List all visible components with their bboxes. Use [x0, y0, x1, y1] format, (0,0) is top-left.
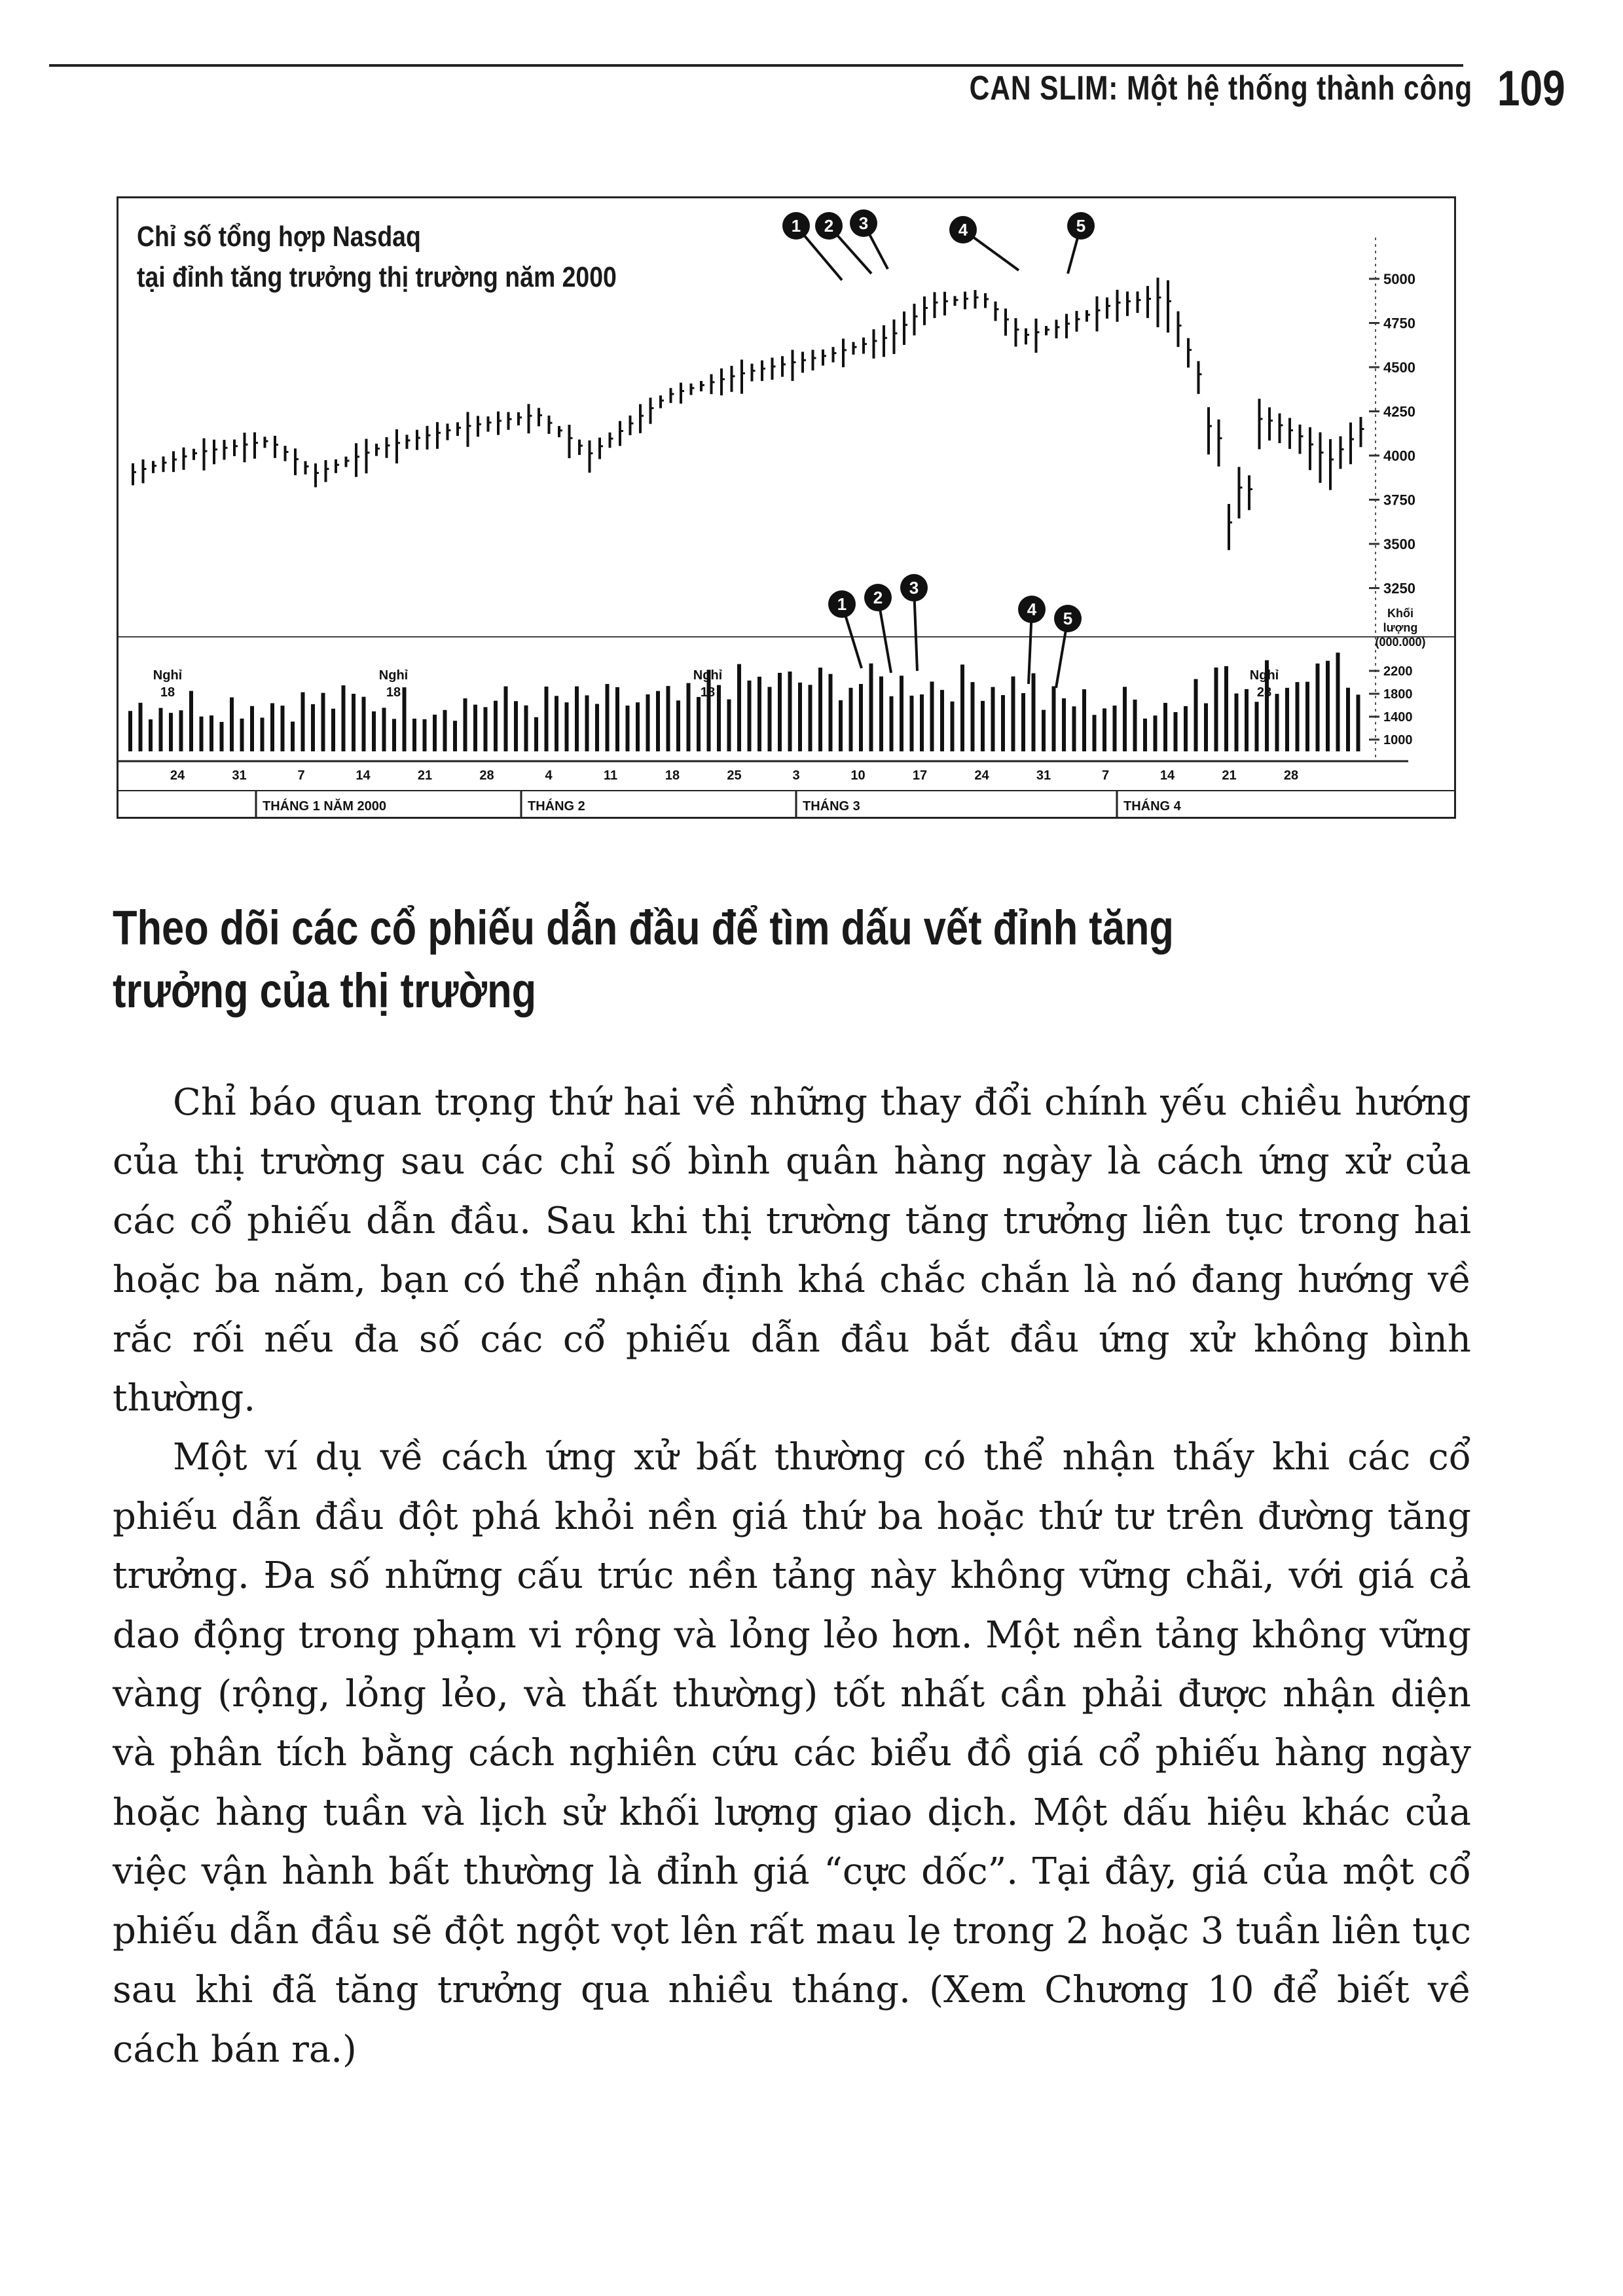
top-marker-label: 2 — [824, 216, 833, 236]
holiday-label: Nghỉ — [1250, 668, 1279, 683]
top-marker-label: 3 — [859, 213, 868, 233]
price-axis-label: 5000 — [1383, 271, 1415, 287]
page-number: 109 — [1497, 61, 1565, 117]
bottom-marker-label: 2 — [873, 588, 883, 607]
figure-title-line-2: tại đỉnh tăng trưởng thị trường năm 2000 — [137, 261, 617, 293]
volume-axis-title: (000.000) — [1375, 636, 1425, 649]
day-axis-label: 14 — [356, 768, 371, 783]
day-axis-label: 21 — [418, 768, 432, 783]
top-marker-circle — [782, 212, 810, 240]
day-axis-label: 24 — [974, 768, 989, 783]
volume-axis-title: Khối — [1387, 607, 1413, 620]
top-marker-circle — [949, 216, 977, 243]
month-axis-label: THÁNG 3 — [803, 798, 860, 814]
day-axis-label: 7 — [1102, 768, 1109, 783]
bottom-marker-label: 1 — [837, 594, 847, 614]
header-rule — [49, 64, 1463, 67]
bottom-marker-arrow — [913, 587, 919, 672]
top-marker-label: 1 — [792, 216, 801, 236]
bottom-marker-circle — [1054, 605, 1082, 632]
day-axis-label: 28 — [1284, 768, 1298, 783]
holiday-label: Nghỉ — [693, 668, 723, 683]
day-axis-label: 21 — [1222, 768, 1236, 783]
day-axis-label: 10 — [850, 768, 865, 783]
bottom-marker-label: 3 — [909, 578, 919, 598]
nasdaq-figure: 5000 4750 4500 4250 4000 3750 3500 3250 Khối lượn… — [117, 196, 1456, 819]
top-marker-circle — [815, 212, 843, 240]
day-axis-label: 25 — [727, 768, 741, 783]
month-axis-label: THÁNG 4 — [1123, 798, 1182, 814]
bottom-marker-circle — [864, 584, 892, 611]
figure-title: Chỉ số tổng hợp Nasdaq tại đỉnh tăng trư… — [137, 217, 617, 298]
volume-axis-label: 2200 — [1383, 664, 1413, 679]
holiday-label: Nghỉ — [153, 668, 183, 683]
volume-axis-label: 1800 — [1383, 687, 1413, 702]
figure-title-line-1: Chỉ số tổng hợp Nasdaq — [137, 221, 421, 253]
price-axis-label: 4750 — [1383, 315, 1415, 332]
body-text: Chỉ báo quan trọng thứ hai về những thay… — [113, 1073, 1471, 2079]
running-header: CAN SLIM: Một hệ thống thành công — [969, 69, 1472, 107]
holiday-label: 18 — [386, 685, 401, 700]
day-axis-label: 28 — [479, 768, 494, 783]
day-axis-label: 18 — [665, 768, 680, 783]
bottom-marker-label: 5 — [1063, 609, 1072, 628]
nasdaq-chart: 5000 4750 4500 4250 4000 3750 3500 3250 Khốilượn… — [119, 209, 1454, 817]
top-marker-circle — [1067, 212, 1095, 240]
month-axis-label: THÁNG 1 NĂM 2000 — [263, 798, 386, 814]
holiday-label: 18 — [701, 685, 715, 700]
day-axis-label: 31 — [1036, 768, 1051, 783]
price-axis-label: 4000 — [1383, 448, 1415, 464]
holiday-label: 28 — [1257, 685, 1271, 700]
holiday-label: Nghỉ — [379, 668, 409, 683]
paragraph-1: Chỉ báo quan trọng thứ hai về những thay… — [113, 1081, 1471, 1420]
month-axis-label: THÁNG 2 — [528, 798, 585, 814]
bottom-marker-circle — [900, 574, 928, 601]
price-axis-label: 3750 — [1383, 492, 1415, 509]
price-axis-label: 3500 — [1383, 536, 1415, 552]
top-marker-circle — [850, 209, 877, 237]
day-axis-label: 24 — [170, 768, 185, 783]
volume-axis-title: lượng — [1383, 621, 1418, 634]
day-axis-label: 31 — [232, 768, 246, 783]
section-heading: Theo dõi các cổ phiếu dẫn đầu để tìm dấu… — [113, 901, 1174, 1018]
day-axis-label: 17 — [913, 768, 927, 783]
day-axis-label: 7 — [297, 768, 304, 783]
paragraph-2: Một ví dụ về cách ứng xử bất thường có t… — [113, 1436, 1471, 2071]
bottom-marker-circle — [828, 590, 856, 618]
day-axis-label: 11 — [604, 768, 617, 783]
volume-axis-label: 1400 — [1383, 710, 1413, 725]
bottom-marker-circle — [1018, 596, 1046, 623]
day-axis-label: 3 — [792, 768, 799, 783]
price-axis-label: 4250 — [1383, 404, 1415, 420]
holiday-label: 18 — [160, 685, 175, 700]
day-axis-label: 4 — [545, 768, 553, 783]
day-axis-label: 14 — [1160, 768, 1175, 783]
volume-axis-label: 1000 — [1383, 733, 1413, 747]
top-marker-label: 5 — [1076, 216, 1085, 236]
bottom-marker-label: 4 — [1027, 600, 1037, 619]
price-axis-label: 3250 — [1383, 581, 1415, 597]
price-axis-label: 4500 — [1383, 359, 1415, 376]
top-marker-label: 4 — [958, 220, 968, 240]
